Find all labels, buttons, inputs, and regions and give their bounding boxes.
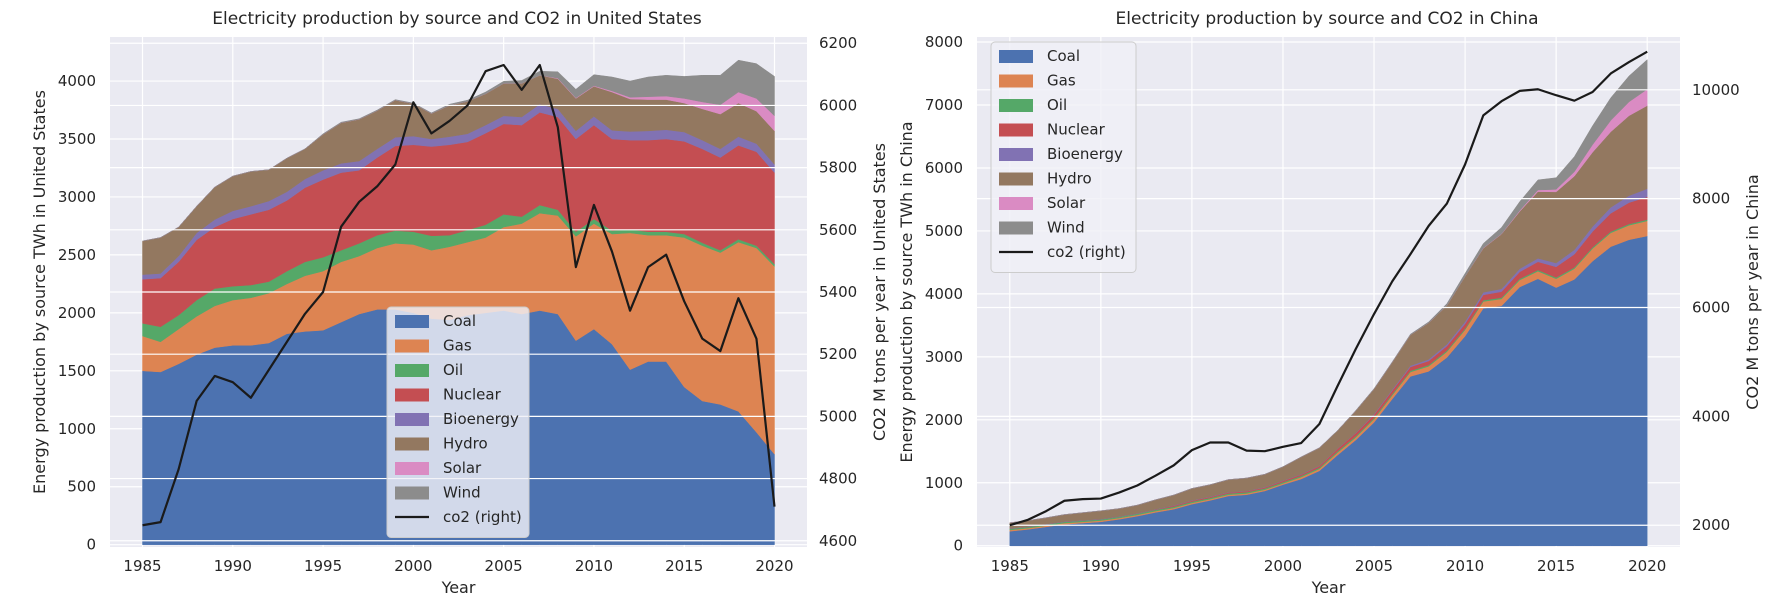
us-legend-label: Bioenergy bbox=[443, 410, 519, 428]
us-ytick-right-label: 4800 bbox=[819, 470, 857, 488]
china-legend-label: Nuclear bbox=[1047, 121, 1106, 139]
us-ytick-label: 1000 bbox=[58, 420, 96, 438]
china-legend-swatch bbox=[999, 172, 1033, 186]
china-xtick-label: 2015 bbox=[1537, 557, 1575, 575]
china-xtick-label: 2020 bbox=[1628, 557, 1666, 575]
us-ytick-right-label: 5600 bbox=[819, 221, 857, 239]
us-xtick-label: 2005 bbox=[485, 557, 523, 575]
china-ytick-label: 1000 bbox=[925, 474, 963, 492]
china-chart-title: Electricity production by source and CO2… bbox=[1116, 9, 1539, 29]
us-chart: Electricity production by source and CO2… bbox=[30, 9, 889, 597]
china-ytick-label: 8000 bbox=[925, 33, 963, 51]
us-xtick-label: 2020 bbox=[755, 557, 793, 575]
china-legend-swatch bbox=[999, 99, 1033, 112]
china-xtick-label: 2000 bbox=[1264, 557, 1302, 575]
us-xtick-label: 2010 bbox=[575, 557, 613, 575]
china-legend-label: Bioenergy bbox=[1047, 145, 1123, 163]
china-legend-swatch bbox=[999, 123, 1033, 137]
china-xtick-label: 1995 bbox=[1173, 557, 1211, 575]
china-legend-swatch bbox=[999, 148, 1033, 161]
china-legend-label: Solar bbox=[1047, 194, 1086, 212]
china-legend-swatch bbox=[999, 221, 1033, 235]
us-ytick-right-label: 5400 bbox=[819, 283, 857, 301]
china-legend-swatch bbox=[999, 74, 1033, 88]
china-ylabel: Energy production by source TWh in China bbox=[897, 121, 916, 462]
us-area-wind bbox=[142, 59, 775, 242]
china-legend-swatch bbox=[999, 50, 1033, 63]
us-legend-label: co2 (right) bbox=[443, 508, 522, 526]
us-ytick-right-label: 5200 bbox=[819, 345, 857, 363]
china-legend-label: Gas bbox=[1047, 72, 1076, 90]
us-legend-swatch bbox=[395, 388, 429, 402]
us-ylabel: Energy production by source TWh in Unite… bbox=[30, 90, 49, 494]
china-xtick-label: 2005 bbox=[1355, 557, 1393, 575]
china-xtick-label: 1985 bbox=[991, 557, 1029, 575]
us-legend-label: Solar bbox=[443, 459, 482, 477]
china-xtick-label: 2010 bbox=[1446, 557, 1484, 575]
us-ytick-right-label: 6200 bbox=[819, 34, 857, 52]
us-ytick-label: 2000 bbox=[58, 304, 96, 322]
us-ytick-label: 3000 bbox=[58, 188, 96, 206]
china-chart: Electricity production by source and CO2… bbox=[897, 9, 1762, 597]
china-ytick-right-label: 10000 bbox=[1692, 81, 1740, 99]
china-ytick-right-label: 8000 bbox=[1692, 190, 1730, 208]
us-legend-label: Nuclear bbox=[443, 386, 502, 404]
china-legend: Coal Gas Oil Nuclear Bioenergy Hydro Solar Wind… bbox=[990, 41, 1137, 273]
us-ytick-right-label: 4600 bbox=[819, 532, 857, 550]
china-legend-label: co2 (right) bbox=[1047, 243, 1126, 261]
china-ytick-right-label: 2000 bbox=[1692, 516, 1730, 534]
us-xtick-label: 1985 bbox=[123, 557, 161, 575]
us-legend: Coal Gas Oil Nuclear Bioenergy Hydro Solar Wind… bbox=[386, 306, 530, 538]
china-ytick-label: 0 bbox=[953, 537, 963, 555]
us-legend-label: Hydro bbox=[443, 435, 488, 453]
china-legend-label: Hydro bbox=[1047, 170, 1092, 188]
us-co2-line bbox=[142, 63, 776, 527]
china-ytick-label: 6000 bbox=[925, 159, 963, 177]
us-legend-swatch bbox=[395, 437, 429, 451]
us-ylabel-right: CO2 M tons per year in United States bbox=[870, 143, 889, 441]
us-xtick-label: 1990 bbox=[214, 557, 252, 575]
china-ytick-right-label: 4000 bbox=[1692, 407, 1730, 425]
us-ytick-right-label: 6000 bbox=[819, 96, 857, 114]
us-legend-swatch bbox=[395, 315, 429, 328]
china-ytick-label: 3000 bbox=[925, 348, 963, 366]
china-area-wind bbox=[1009, 59, 1648, 524]
china-legend-label: Coal bbox=[1047, 47, 1080, 65]
china-ytick-label: 7000 bbox=[925, 96, 963, 114]
us-legend-label: Oil bbox=[443, 361, 463, 379]
us-xtick-label: 2015 bbox=[665, 557, 703, 575]
china-xtick-label: 1990 bbox=[1082, 557, 1120, 575]
us-chart-title: Electricity production by source and CO2… bbox=[212, 9, 702, 29]
us-ytick-label: 2500 bbox=[58, 246, 96, 264]
china-ytick-right-label: 6000 bbox=[1692, 299, 1730, 317]
us-legend-label: Coal bbox=[443, 312, 476, 330]
us-legend-swatch bbox=[395, 413, 429, 426]
china-legend-label: Oil bbox=[1047, 96, 1067, 114]
us-ytick-right-label: 5000 bbox=[819, 407, 857, 425]
us-legend-swatch bbox=[395, 364, 429, 377]
us-legend-swatch bbox=[395, 486, 429, 500]
us-legend-label: Wind bbox=[443, 484, 481, 502]
us-legend-label: Gas bbox=[443, 337, 472, 355]
china-ytick-label: 5000 bbox=[925, 222, 963, 240]
us-legend-swatch bbox=[395, 462, 429, 475]
us-ytick-right-label: 5800 bbox=[819, 159, 857, 177]
us-xtick-label: 2000 bbox=[394, 557, 432, 575]
china-legend-label: Wind bbox=[1047, 219, 1085, 237]
us-ytick-label: 500 bbox=[67, 478, 96, 496]
us-xtick-label: 1995 bbox=[304, 557, 342, 575]
china-co2-line bbox=[1009, 50, 1648, 527]
china-xlabel: Year bbox=[1311, 578, 1346, 597]
us-legend-swatch bbox=[395, 339, 429, 353]
us-ytick-label: 0 bbox=[86, 536, 96, 554]
china-ytick-label: 2000 bbox=[925, 411, 963, 429]
china-ylabel-right: CO2 M tons per year in China bbox=[1743, 174, 1762, 409]
us-ytick-label: 4000 bbox=[58, 72, 96, 90]
china-ytick-label: 4000 bbox=[925, 285, 963, 303]
china-legend-swatch bbox=[999, 197, 1033, 210]
us-ytick-label: 1500 bbox=[58, 362, 96, 380]
us-xlabel: Year bbox=[441, 578, 476, 597]
us-ytick-label: 3500 bbox=[58, 130, 96, 148]
